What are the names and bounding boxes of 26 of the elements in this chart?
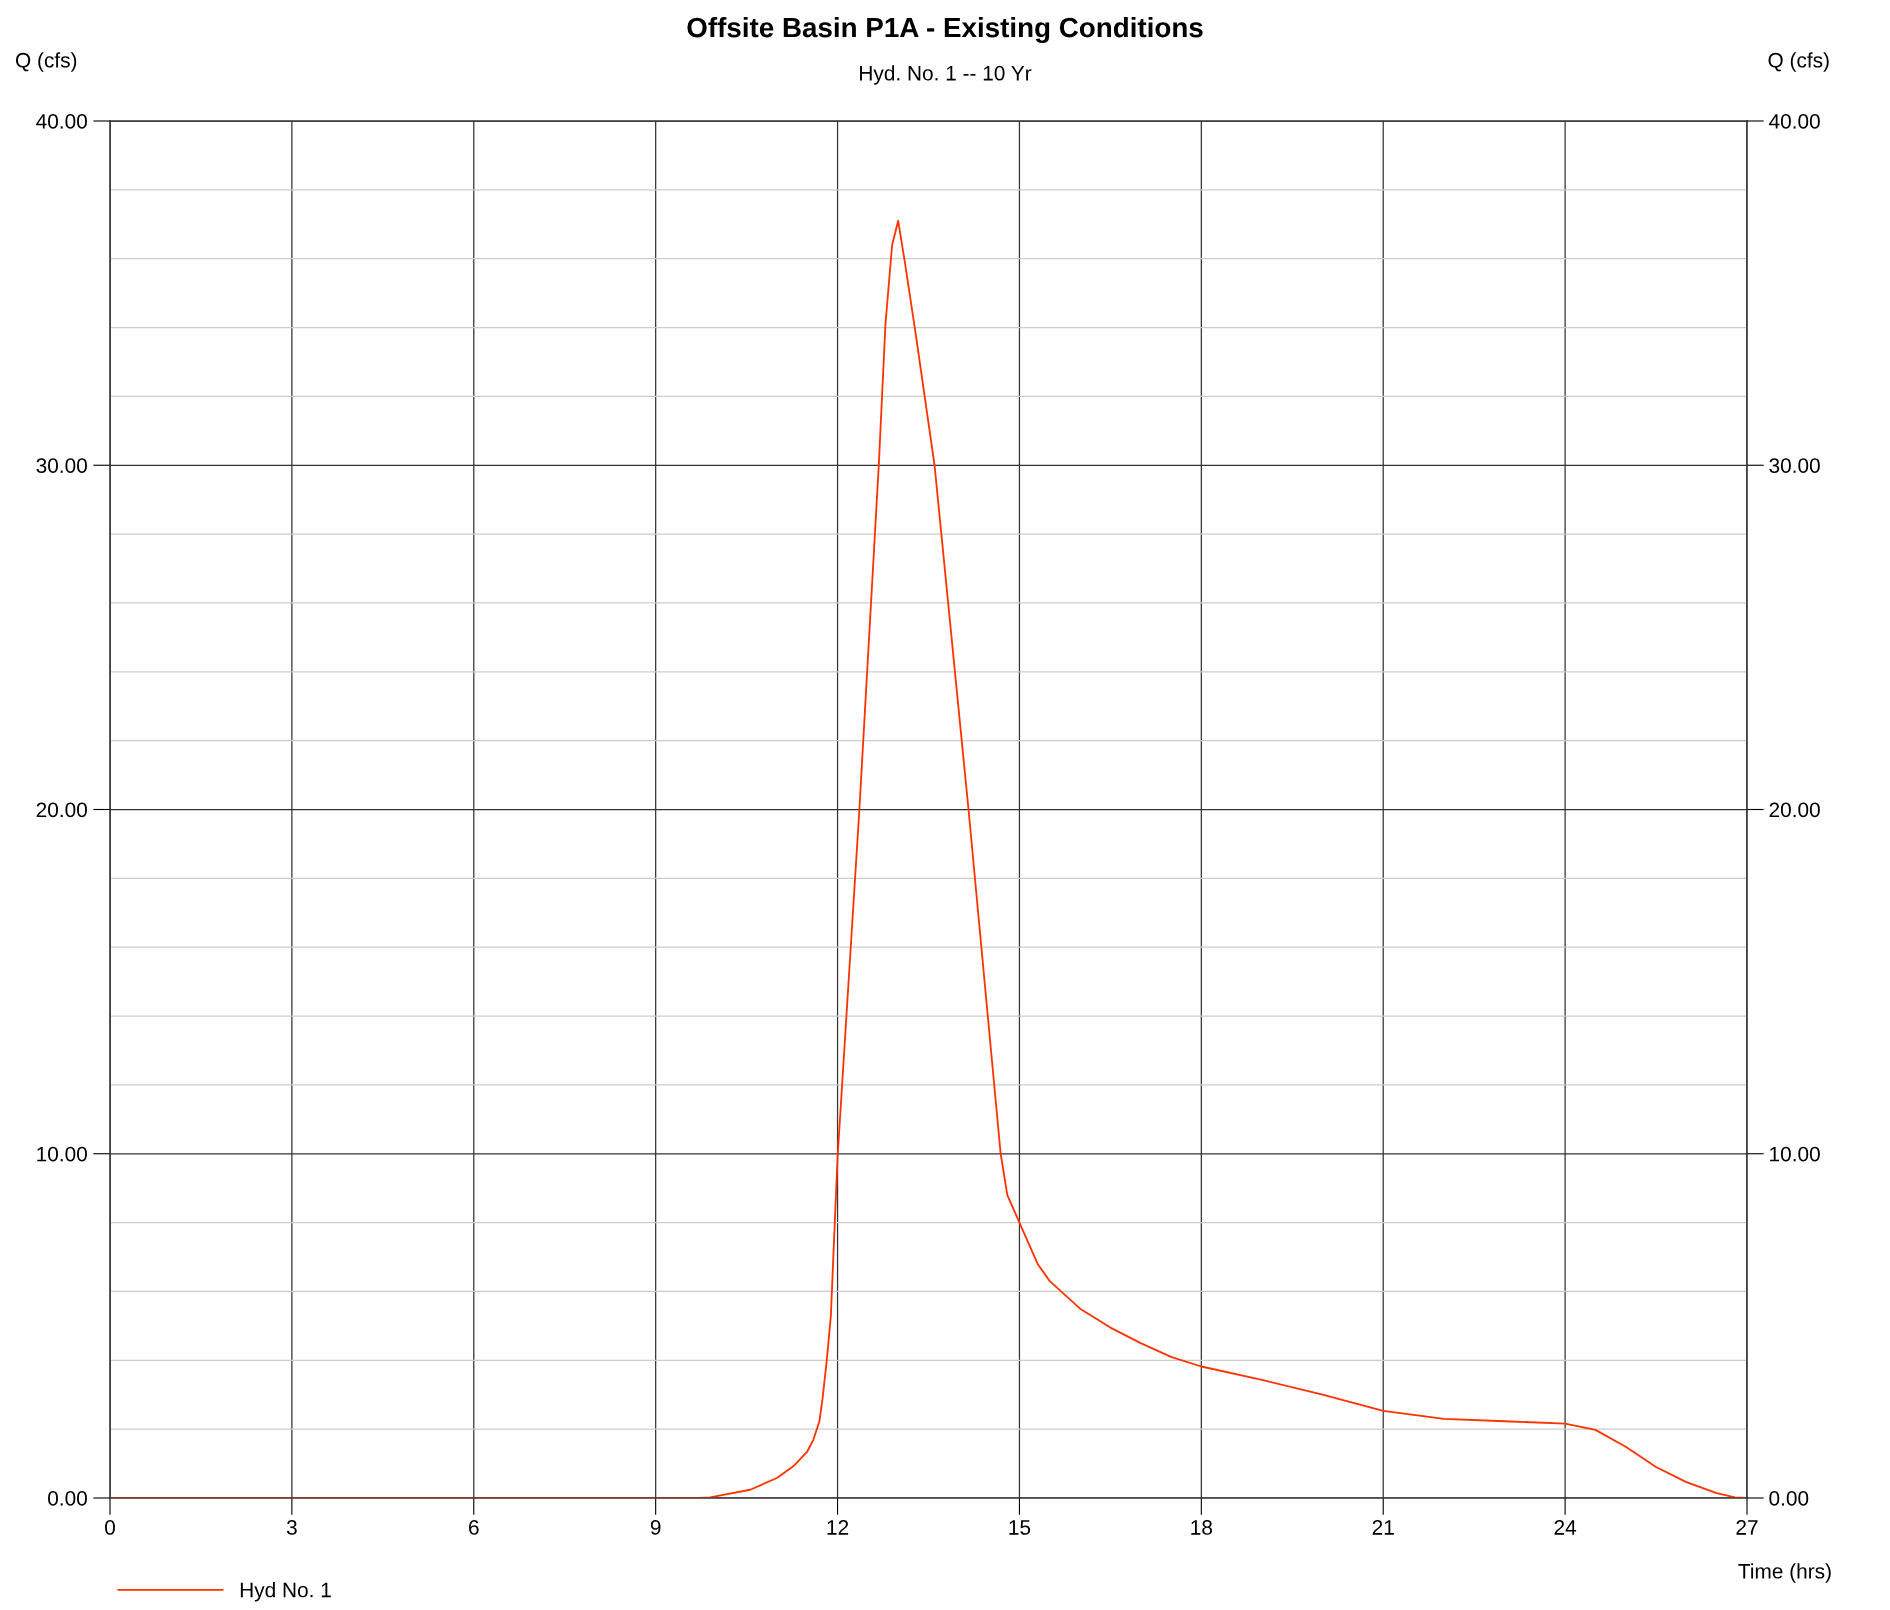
x-tick-label: 27 [1736, 1520, 1758, 1535]
x-axis-title: Time (hrs) [1738, 1563, 1831, 1583]
x-tick-label: 9 [650, 1520, 661, 1535]
y2-tick-label: 0.00 [1769, 1491, 1809, 1506]
x-tick-label: 12 [827, 1520, 849, 1535]
x-tick-label: 24 [1554, 1520, 1577, 1535]
y2-tick-label: 20.00 [1769, 802, 1820, 818]
y2-tick-label: 30.00 [1769, 458, 1820, 473]
y-tick-label: 30.00 [36, 458, 87, 473]
x-tick-label: 6 [469, 1520, 479, 1535]
x-tick-label: 3 [286, 1520, 297, 1535]
y2-tick-label: 10.00 [1770, 1146, 1820, 1162]
y-tick-label: 40.00 [36, 114, 87, 129]
chart-title: Offsite Basin P1A - Existing Conditions [687, 16, 1203, 44]
x-tick-label: 21 [1372, 1520, 1394, 1535]
y-tick-label: 10.00 [37, 1146, 87, 1162]
y2-axis-title: Q (cfs) [1768, 52, 1829, 72]
text: Hyd No. 1 [240, 1582, 331, 1602]
y2-tick-label: 40.00 [1769, 114, 1820, 129]
chart-subtitle: Hyd. No. 1 -- 10 Yr [860, 65, 1032, 85]
y-axis-title: Q (cfs) [15, 52, 77, 72]
x-tick-label: 0 [105, 1520, 115, 1535]
y-tick-label: 20.00 [36, 802, 87, 818]
x-tick-label: 15 [1009, 1520, 1031, 1535]
x-tick-label: 18 [1191, 1520, 1213, 1535]
y-tick-label: 0.00 [48, 1491, 87, 1506]
